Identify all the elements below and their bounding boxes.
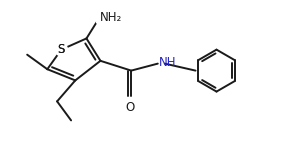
- Text: S: S: [58, 43, 65, 56]
- Text: NH₂: NH₂: [100, 11, 122, 24]
- Text: S: S: [57, 43, 64, 56]
- Text: NH: NH: [159, 56, 177, 69]
- Text: O: O: [125, 101, 135, 114]
- Circle shape: [95, 10, 111, 26]
- Circle shape: [55, 43, 67, 56]
